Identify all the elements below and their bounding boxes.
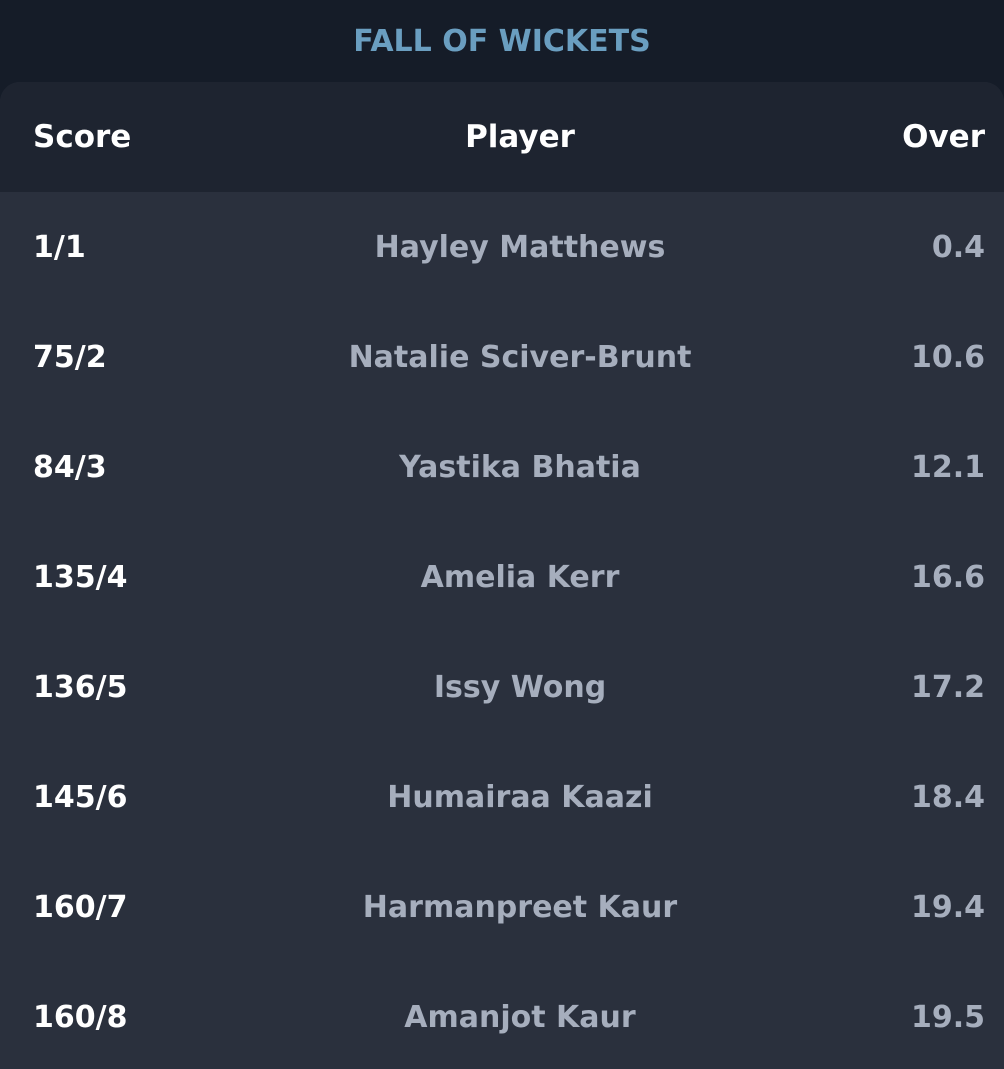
- table-row: 75/2 Natalie Sciver-Brunt 10.6: [0, 302, 1004, 412]
- score-cell: 135/4: [33, 559, 128, 595]
- over-cell: 19.5: [910, 999, 985, 1035]
- table-row: 84/3 Yastika Bhatia 12.1: [0, 412, 1004, 522]
- score-cell: 75/2: [33, 339, 107, 375]
- over-cell: 12.1: [910, 449, 985, 485]
- player-cell: Amelia Kerr: [420, 559, 620, 595]
- fall-of-wickets-table: Score Player Over 1/1 Hayley Matthews 0.…: [0, 82, 1004, 1069]
- over-cell: 10.6: [910, 339, 985, 375]
- table-row: 1/1 Hayley Matthews 0.4: [0, 192, 1004, 302]
- over-cell: 18.4: [910, 779, 985, 815]
- table-row: 145/6 Humairaa Kaazi 18.4: [0, 742, 1004, 852]
- player-cell: Hayley Matthews: [374, 229, 666, 265]
- player-cell: Yastika Bhatia: [399, 449, 641, 485]
- score-cell: 1/1: [33, 229, 86, 265]
- score-cell: 160/7: [33, 889, 128, 925]
- table-row: 160/7 Harmanpreet Kaur 19.4: [0, 852, 1004, 962]
- score-cell: 136/5: [33, 669, 128, 705]
- over-cell: 16.6: [910, 559, 985, 595]
- table-row: 136/5 Issy Wong 17.2: [0, 632, 1004, 742]
- column-header-score: Score: [33, 119, 132, 155]
- column-header-player: Player: [465, 119, 575, 155]
- score-cell: 84/3: [33, 449, 107, 485]
- table-row: 160/8 Amanjot Kaur 19.5: [0, 962, 1004, 1069]
- player-cell: Amanjot Kaur: [404, 999, 636, 1035]
- player-cell: Issy Wong: [433, 669, 607, 705]
- over-cell: 0.4: [931, 229, 985, 265]
- section-title: FALL OF WICKETS: [353, 23, 651, 59]
- score-cell: 160/8: [33, 999, 128, 1035]
- player-cell: Natalie Sciver-Brunt: [348, 339, 692, 375]
- over-cell: 17.2: [910, 669, 985, 705]
- score-cell: 145/6: [33, 779, 128, 815]
- player-cell: Harmanpreet Kaur: [362, 889, 678, 925]
- over-cell: 19.4: [910, 889, 985, 925]
- player-cell: Humairaa Kaazi: [387, 779, 653, 815]
- column-header-over: Over: [902, 119, 985, 155]
- table-row: 135/4 Amelia Kerr 16.6: [0, 522, 1004, 632]
- table-header: Score Player Over: [0, 82, 1004, 192]
